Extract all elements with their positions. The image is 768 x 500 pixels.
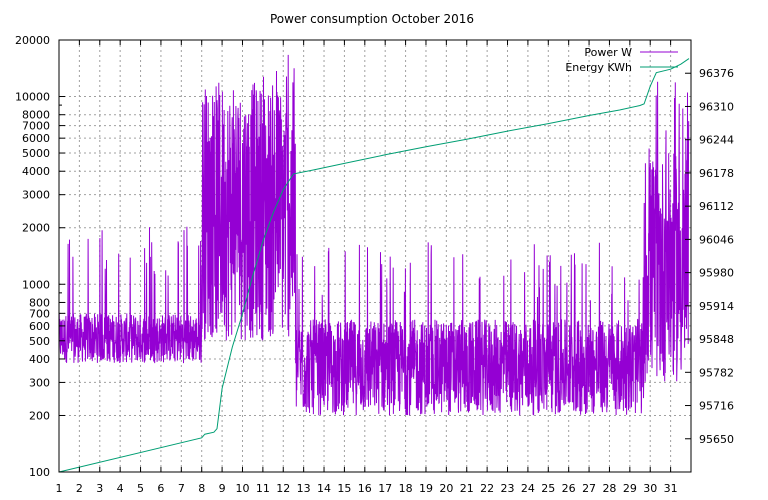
energy-series-line: [58, 58, 690, 473]
x-tick-label: 4: [117, 482, 124, 495]
y-right-tick-label: 95650: [699, 433, 734, 446]
chart-title: Power consumption October 2016: [270, 12, 474, 26]
x-tick-label: 23: [501, 482, 515, 495]
y-right-tick-label: 96310: [699, 100, 734, 113]
x-tick-label: 2: [76, 482, 83, 495]
y-right-tick-label: 95914: [699, 300, 734, 313]
series-layer: [58, 54, 690, 473]
x-tick-label: 24: [521, 482, 535, 495]
y-left-tick-label: 200: [29, 409, 50, 422]
x-tick-label: 3: [96, 482, 103, 495]
y-left-tick-label: 5000: [22, 147, 50, 160]
y-left-tick-label: 500: [29, 335, 50, 348]
y-left-tick-label: 300: [29, 376, 50, 389]
y-left-tick-label: 4000: [22, 165, 50, 178]
x-tick-label: 11: [256, 482, 270, 495]
y-right-tick-label: 96112: [699, 200, 734, 213]
x-tick-label: 19: [419, 482, 433, 495]
y-right-tick-label: 96178: [699, 167, 734, 180]
y-left-tick-label: 800: [29, 296, 50, 309]
y-left-tick-label: 1000: [22, 278, 50, 291]
y-right-tick-label: 95980: [699, 267, 734, 280]
x-tick-label: 15: [337, 482, 351, 495]
plot-frame: [58, 39, 692, 473]
legend-label: Power W: [584, 46, 632, 59]
x-tick-label: 28: [602, 482, 616, 495]
x-tick-label: 16: [358, 482, 372, 495]
legend: Power W Energy KWh: [565, 46, 678, 74]
x-tick-label: 8: [198, 482, 205, 495]
y-left-tick-label: 8000: [22, 109, 50, 122]
x-tick-label: 5: [137, 482, 144, 495]
x-tick-label: 17: [378, 482, 392, 495]
x-tick-label: 9: [219, 482, 226, 495]
power-series-line: [58, 54, 690, 416]
y-left-tick-label: 7000: [22, 120, 50, 133]
y-left-tick-label: 600: [29, 320, 50, 333]
x-tick-label: 27: [582, 482, 596, 495]
y-right-tick-label: 95848: [699, 333, 734, 346]
x-tick-label: 30: [643, 482, 657, 495]
x-tick-label: 21: [460, 482, 474, 495]
x-tick-label: 14: [317, 482, 331, 495]
y-left-tick-label: 100: [29, 466, 50, 479]
y-left-tick-label: 6000: [22, 132, 50, 145]
legend-label: Energy KWh: [565, 61, 632, 74]
y-left-tick-label: 10000: [15, 91, 50, 104]
y-right-tick-label: 96376: [699, 67, 734, 80]
y-left-tick-label: 2000: [22, 222, 50, 235]
grid-layer: [59, 40, 691, 472]
x-tick-label: 26: [562, 482, 576, 495]
x-tick-label: 31: [664, 482, 678, 495]
x-tick-label: 20: [439, 482, 453, 495]
x-tick-label: 25: [541, 482, 555, 495]
y-right-tick-label: 95782: [699, 366, 734, 379]
x-tick-label: 29: [623, 482, 637, 495]
x-tick-label: 7: [178, 482, 185, 495]
y-left-tick-label: 700: [29, 307, 50, 320]
x-tick-label: 10: [235, 482, 249, 495]
y-right-tick-label: 96046: [699, 233, 734, 246]
y-right-tick-label: 96244: [699, 134, 734, 147]
x-tick-label: 22: [480, 482, 494, 495]
x-tick-label: 12: [276, 482, 290, 495]
y-left-tick-label: 20000: [15, 34, 50, 47]
x-tick-label: 1: [56, 482, 63, 495]
x-tick-label: 18: [399, 482, 413, 495]
axis-ticks: 1 2 3 4 5 6 7 8 9 10 11 12 13 14 15 16 17 18 19 20 21 22 23 24 2…: [15, 34, 734, 495]
x-tick-label: 13: [297, 482, 311, 495]
x-tick-label: 6: [157, 482, 164, 495]
y-left-tick-label: 400: [29, 353, 50, 366]
y-right-tick-label: 95716: [699, 400, 734, 413]
y-left-tick-label: 3000: [22, 189, 50, 202]
